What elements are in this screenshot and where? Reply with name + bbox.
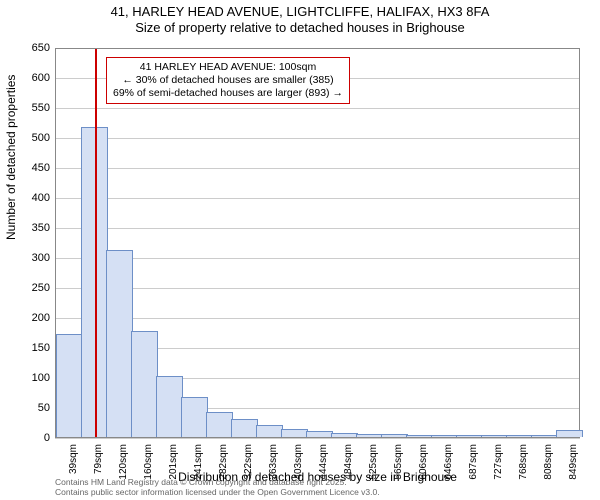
histogram-bar (506, 435, 533, 437)
x-tick-label: 444sqm (318, 444, 329, 494)
x-tick-label: 160sqm (143, 444, 154, 494)
x-tick-label: 201sqm (168, 444, 179, 494)
x-tick-label: 363sqm (268, 444, 279, 494)
histogram-bar (556, 430, 583, 437)
histogram-bar (331, 433, 358, 437)
x-tick-label: 39sqm (68, 444, 79, 494)
x-tick-label: 403sqm (293, 444, 304, 494)
y-tick-label: 550 (5, 102, 50, 114)
x-tick-label: 282sqm (218, 444, 229, 494)
x-tick-label: 606sqm (418, 444, 429, 494)
y-tick-label: 350 (5, 222, 50, 234)
annotation-box: 41 HARLEY HEAD AVENUE: 100sqm← 30% of de… (106, 57, 350, 104)
y-tick-label: 450 (5, 162, 50, 174)
histogram-bar (356, 434, 383, 437)
x-tick-label: 525sqm (368, 444, 379, 494)
y-tick-label: 100 (5, 372, 50, 384)
histogram-bar (156, 376, 183, 437)
x-tick-label: 79sqm (93, 444, 104, 494)
y-tick-label: 400 (5, 192, 50, 204)
x-tick-label: 241sqm (193, 444, 204, 494)
x-tick-label: 120sqm (118, 444, 129, 494)
x-tick-label: 687sqm (468, 444, 479, 494)
histogram-bar (281, 429, 308, 437)
x-tick-label: 808sqm (543, 444, 554, 494)
annotation-line: 41 HARLEY HEAD AVENUE: 100sqm (113, 61, 343, 74)
y-tick-label: 300 (5, 252, 50, 264)
y-tick-label: 250 (5, 282, 50, 294)
y-axis-label: Number of detached properties (4, 75, 18, 240)
histogram-bar (531, 435, 558, 437)
histogram-bar (481, 435, 508, 437)
x-tick-label: 727sqm (493, 444, 504, 494)
y-tick-label: 650 (5, 42, 50, 54)
title-block: 41, HARLEY HEAD AVENUE, LIGHTCLIFFE, HAL… (0, 0, 600, 37)
x-tick-label: 484sqm (343, 444, 354, 494)
histogram-bar (381, 434, 408, 437)
y-tick-label: 200 (5, 312, 50, 324)
histogram-bar (56, 334, 83, 437)
y-tick-label: 50 (5, 402, 50, 414)
histogram-bar (131, 331, 158, 437)
plot-area: 41 HARLEY HEAD AVENUE: 100sqm← 30% of de… (55, 48, 580, 438)
marker-line (95, 49, 97, 437)
x-tick-label: 565sqm (393, 444, 404, 494)
y-tick-label: 500 (5, 132, 50, 144)
title-line1: 41, HARLEY HEAD AVENUE, LIGHTCLIFFE, HAL… (0, 4, 600, 20)
annotation-line: ← 30% of detached houses are smaller (38… (113, 74, 343, 87)
x-tick-label: 849sqm (568, 444, 579, 494)
histogram-bar (406, 435, 433, 437)
histogram-bar (231, 419, 258, 437)
title-line2: Size of property relative to detached ho… (0, 20, 600, 36)
gridline (55, 438, 580, 439)
x-tick-label: 322sqm (243, 444, 254, 494)
chart-container: 41, HARLEY HEAD AVENUE, LIGHTCLIFFE, HAL… (0, 0, 600, 500)
histogram-bar (456, 435, 483, 437)
histogram-bar (181, 397, 208, 437)
histogram-bar (431, 435, 458, 437)
x-tick-label: 768sqm (518, 444, 529, 494)
y-tick-label: 150 (5, 342, 50, 354)
histogram-bar (106, 250, 133, 437)
y-tick-label: 0 (5, 432, 50, 444)
x-tick-label: 646sqm (443, 444, 454, 494)
histogram-bar (306, 431, 333, 437)
annotation-line: 69% of semi-detached houses are larger (… (113, 87, 343, 100)
histogram-bar (206, 412, 233, 437)
y-tick-label: 600 (5, 72, 50, 84)
histogram-bar (256, 425, 283, 437)
